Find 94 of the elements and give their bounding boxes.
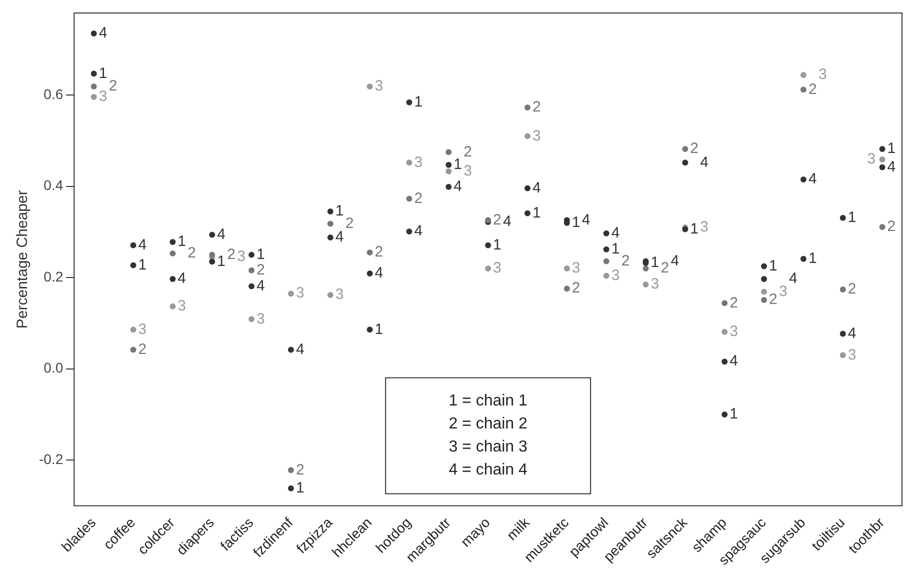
text: 3 — [493, 260, 502, 277]
text: 4 — [887, 158, 896, 176]
text: 3 — [848, 346, 856, 364]
text: 3 — [650, 276, 660, 293]
text: 2 — [296, 461, 304, 478]
text: 1 — [769, 257, 778, 274]
annotation: 3 = chain 3 — [448, 438, 528, 456]
text: 3 — [237, 248, 246, 266]
text: 4 — [454, 178, 462, 195]
text: 1 — [98, 64, 108, 82]
text: 3 — [98, 88, 108, 106]
text: 4 — [700, 154, 709, 171]
text: 2 — [493, 211, 502, 228]
text: 4 — [256, 277, 265, 294]
text: 4 — [611, 224, 620, 242]
text: 4 — [789, 270, 798, 288]
text: 2 — [464, 143, 472, 160]
text: 2 — [769, 291, 778, 308]
text: 2 — [887, 218, 896, 236]
text: 1 — [374, 320, 384, 338]
text: 3 — [700, 218, 709, 236]
annotation: 4 = chain 4 — [448, 462, 528, 479]
text: 1 — [217, 252, 226, 270]
text: 4 — [217, 226, 226, 243]
text: 1 — [532, 204, 541, 222]
series-label: 2 — [256, 261, 265, 278]
text: 1 — [808, 250, 817, 268]
text: 2 — [138, 340, 147, 358]
text: 2 — [730, 294, 738, 312]
text: 2 — [660, 260, 670, 277]
annotation: 2 = chain 2 — [448, 416, 528, 433]
text: 4 — [532, 179, 541, 196]
text: 3 — [374, 78, 384, 95]
text: 3 — [867, 150, 876, 168]
series-label: 4 — [335, 228, 344, 246]
text: 4 — [582, 211, 590, 228]
y-axis-title: Percentage Cheaper — [14, 190, 32, 329]
series-label: 3 — [256, 310, 265, 328]
text: 4 — [848, 324, 856, 342]
text: 3 — [818, 66, 827, 84]
text: 1 — [296, 480, 304, 497]
text: 2 — [345, 214, 354, 232]
text: 4 — [374, 264, 384, 282]
text: 1 — [138, 256, 147, 274]
text: 4 — [178, 270, 186, 288]
text: 2 — [572, 280, 580, 297]
text: 1 — [493, 236, 502, 254]
text: 3 — [611, 266, 620, 284]
y-tick-label: 0.4 — [44, 177, 64, 194]
text: 3 — [296, 284, 304, 302]
text: 3 — [414, 154, 423, 171]
text: 4 — [296, 340, 304, 358]
text: 3 — [572, 260, 580, 277]
text: 4 — [98, 24, 108, 42]
text: 1 — [335, 202, 344, 220]
text: 1 — [178, 233, 186, 250]
text: 2 — [227, 246, 236, 263]
y-tick-label: 0.2 — [44, 268, 64, 284]
text: 2 — [414, 190, 423, 207]
text: 1 — [730, 406, 738, 423]
y-tick-label: 0.6 — [44, 86, 64, 102]
text: 2 — [848, 280, 856, 298]
text: 1 — [650, 254, 660, 272]
text: 1 — [690, 220, 699, 238]
series-label: 1 — [572, 214, 580, 232]
text: 3 — [532, 127, 541, 144]
text: 1 — [848, 208, 856, 226]
text: 4 — [808, 170, 817, 188]
text: 1 — [454, 156, 462, 174]
text: 1 — [887, 140, 896, 158]
text: 3 — [138, 320, 147, 338]
y-tick-label: 0.0 — [44, 360, 64, 376]
text: 2 — [188, 244, 196, 262]
text: 1 — [414, 94, 423, 111]
text: 4 — [503, 213, 512, 230]
text: 3 — [779, 282, 788, 300]
text: 4 — [730, 352, 738, 370]
text: 4 — [670, 252, 680, 270]
y-tick-label: -0.2 — [39, 450, 64, 467]
text: 3 — [730, 323, 738, 340]
text: 2 — [108, 78, 118, 95]
text: 3 — [178, 298, 186, 315]
text: 4 — [414, 222, 423, 240]
text: 2 — [374, 244, 384, 261]
text: 2 — [532, 98, 541, 116]
text: 1 — [611, 240, 620, 258]
text: 3 — [464, 162, 472, 180]
text: 2 — [621, 252, 630, 270]
text: 2 — [690, 140, 699, 158]
text: 4 — [138, 236, 147, 254]
annotation: 1 = chain 1 — [448, 392, 528, 410]
text: 2 — [808, 80, 817, 98]
text: 3 — [335, 286, 344, 304]
text: 1 — [256, 246, 265, 263]
